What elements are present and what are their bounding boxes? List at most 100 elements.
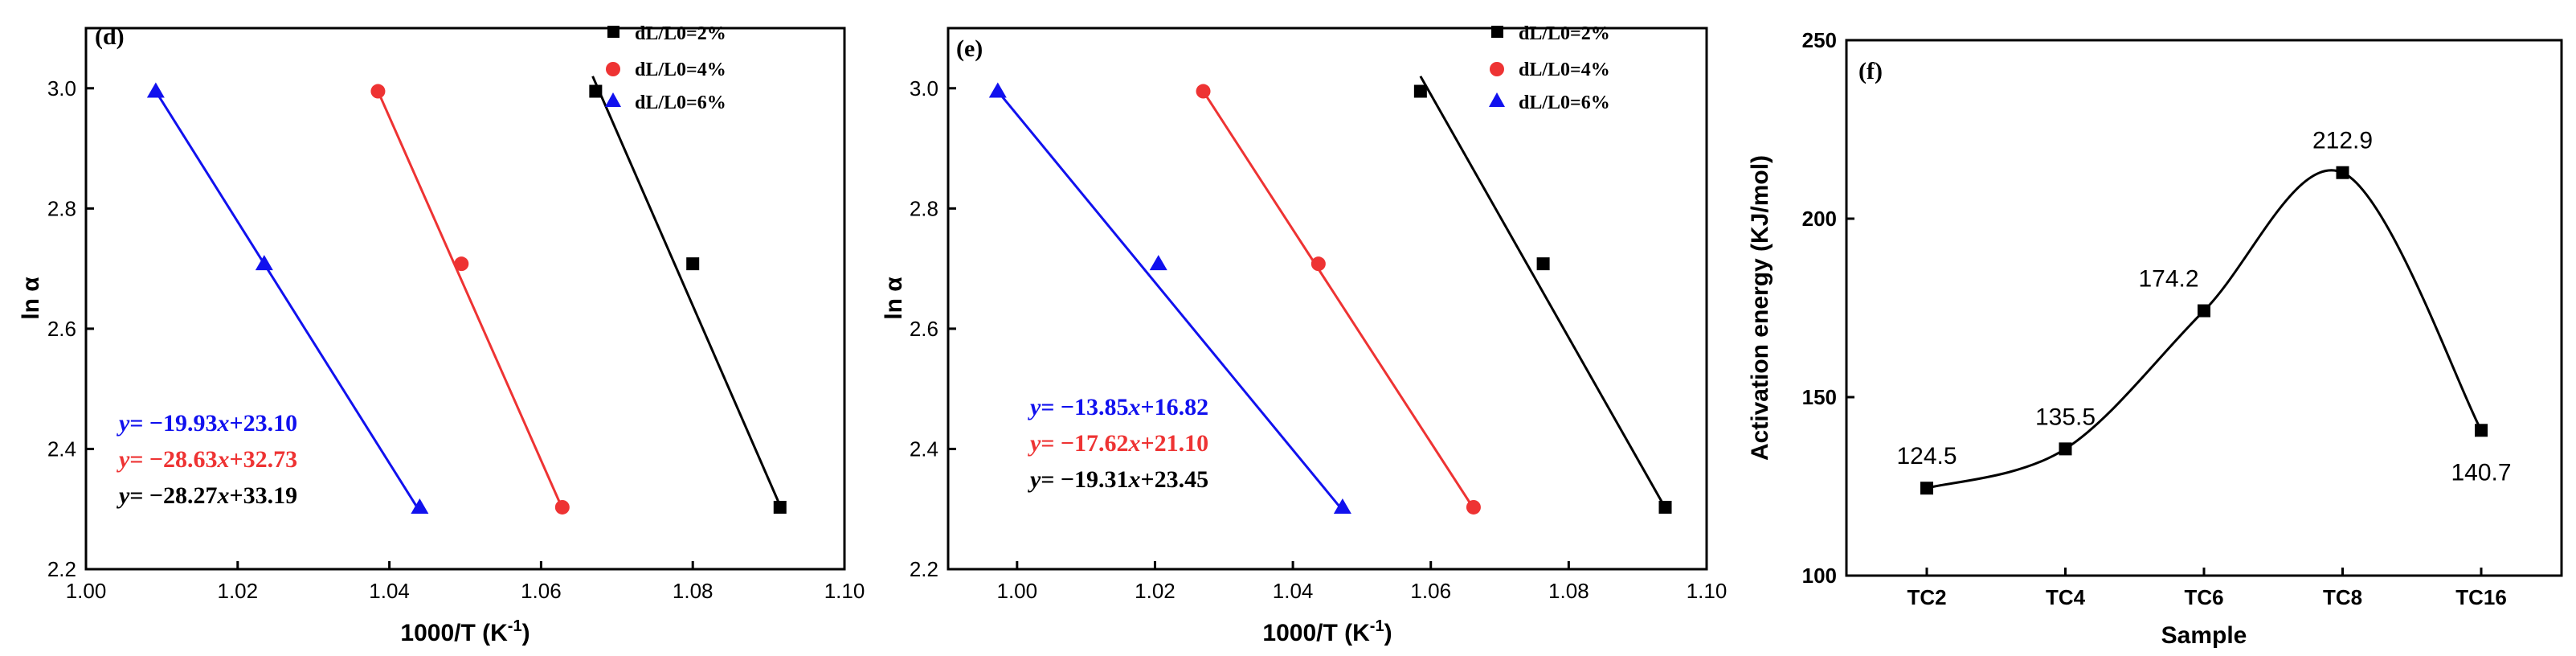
y-tick-label: 2.6 <box>47 317 76 341</box>
fit-line <box>377 90 564 510</box>
y-tick-label: 2.4 <box>910 437 938 461</box>
fit-equation: y= −13.85x+16.82 <box>1028 394 1208 420</box>
legend-marker-square <box>1491 26 1503 38</box>
data-point-circle <box>1310 256 1326 272</box>
data-point-square <box>2059 442 2072 456</box>
data-point-circle <box>1196 84 1211 99</box>
x-tick-label: 1.00 <box>66 579 107 603</box>
fit-equation: y= −17.62x+21.10 <box>1028 430 1208 457</box>
data-point-square <box>1658 500 1672 514</box>
eq-intercept: +33.19 <box>230 482 298 509</box>
panel-d-plot-area <box>146 76 787 515</box>
eq-y: y <box>117 410 130 437</box>
x-tick-label: 1.06 <box>521 579 562 603</box>
data-point-triangle <box>146 82 165 98</box>
panel-d-y-axis-title: ln α <box>18 277 44 320</box>
panel-d-x-axis-title: 1000/T (K-1) <box>400 617 530 646</box>
data-point-triangle <box>988 82 1007 98</box>
x-title-end: ) <box>1384 620 1392 646</box>
fit-equation: y= −28.63x+32.73 <box>117 446 297 473</box>
eq-slope: = −17.62 <box>1041 430 1128 457</box>
panel-d-chart: 1.00 1.02 1.04 1.06 1.08 1.102.22.42.62.83.0 … <box>18 23 865 646</box>
y-tick-label: 2.8 <box>47 196 76 220</box>
y-tick-label: 100 <box>1802 564 1837 588</box>
data-point-square <box>1413 84 1427 98</box>
data-point-square <box>1536 257 1550 271</box>
data-point-square <box>2475 424 2488 437</box>
data-point-circle <box>1466 499 1481 515</box>
panel-d-frame <box>84 27 846 571</box>
fit-line <box>591 76 782 506</box>
eq-x: x <box>1128 394 1141 420</box>
eq-intercept: +21.10 <box>1141 430 1209 457</box>
eq-y: y <box>1028 430 1041 457</box>
x-tick-label: TC16 <box>2455 585 2507 609</box>
data-label: 174.2 <box>2138 266 2198 293</box>
legend-marker-circle <box>1490 62 1504 76</box>
data-label: 212.9 <box>2312 128 2373 154</box>
y-tick-label: 3.0 <box>47 76 76 100</box>
data-point-triangle <box>1333 498 1351 514</box>
x-tick-label: TC2 <box>1907 585 1946 609</box>
legend-marker-circle <box>606 62 620 76</box>
y-tick-label: 2.2 <box>47 557 76 581</box>
data-point-square <box>2198 304 2210 318</box>
x-title-text: 1000/T (K <box>1262 620 1370 646</box>
eq-x: x <box>217 410 230 437</box>
y-tick-label: 150 <box>1802 385 1837 409</box>
eq-y: y <box>117 482 130 509</box>
panel-f-plot-area: 124.5 135.5 174.2 212.9 140.7 <box>1896 128 2512 495</box>
panel-d-label: (d) <box>95 23 125 50</box>
data-label: 124.5 <box>1896 443 1957 469</box>
eq-x: x <box>1128 430 1141 457</box>
activation-energy-curve <box>1926 169 2483 490</box>
data-point-triangle <box>255 255 273 271</box>
eq-y: y <box>1028 394 1041 420</box>
data-point-square <box>773 500 787 514</box>
panel-d-legend: dL/L0=2% dL/L0=4% dL/L0=6% <box>605 23 726 113</box>
eq-slope: = −28.63 <box>129 446 217 473</box>
legend-label: dL/L0=4% <box>1519 59 1610 80</box>
data-point-triangle <box>411 498 429 514</box>
fit-equation: y= −19.93x+23.10 <box>117 410 297 437</box>
y-tick-label: 250 <box>1802 28 1837 52</box>
eq-intercept: +16.82 <box>1141 394 1209 420</box>
x-tick-label: TC4 <box>2046 585 2086 609</box>
fit-equation: y= −28.27x+33.19 <box>117 482 297 509</box>
eq-slope: = −19.93 <box>129 410 217 437</box>
data-label: 135.5 <box>2035 404 2096 430</box>
y-tick-label: 200 <box>1802 207 1837 231</box>
data-point-circle <box>454 256 469 272</box>
panel-f-x-axis-title: Sample <box>2161 622 2247 649</box>
fit-equation: y= −19.31x+23.45 <box>1028 466 1208 493</box>
fit-line <box>996 90 1344 511</box>
panel-e-y-axis-title: ln α <box>881 277 907 320</box>
legend-label: dL/L0=2% <box>1519 23 1610 44</box>
eq-slope: = −13.85 <box>1041 394 1128 420</box>
data-point-triangle <box>1149 255 1167 271</box>
data-point-circle <box>554 499 570 515</box>
data-point-circle <box>370 84 386 99</box>
x-tick-label: TC8 <box>2323 585 2362 609</box>
eq-slope: = −28.27 <box>129 482 217 509</box>
fit-line <box>154 90 421 513</box>
data-point-square <box>2336 166 2349 179</box>
panel-e-frame <box>947 27 1708 571</box>
eq-y: y <box>1028 466 1041 493</box>
data-label: 140.7 <box>2451 459 2511 486</box>
x-title-text: 1000/T (K <box>400 620 508 646</box>
panel-e-ticks: 1.00 1.02 1.04 1.06 1.08 1.10 2.2 2.4 2.6 2.8 3.0 <box>910 76 1727 603</box>
x-tick-label: 1.10 <box>1687 579 1728 603</box>
eq-slope: = −19.31 <box>1041 466 1128 493</box>
x-title-superscript: -1 <box>1370 617 1384 635</box>
x-tick-label: 1.08 <box>673 579 714 603</box>
panel-e-legend: dL/L0=2% dL/L0=4% dL/L0=6% <box>1489 23 1610 113</box>
legend-label: dL/L0=6% <box>1519 92 1610 113</box>
eq-y: y <box>117 446 130 473</box>
eq-x: x <box>217 446 230 473</box>
data-point-square <box>686 257 700 271</box>
x-tick-label: 1.08 <box>1548 579 1589 603</box>
y-tick-label: 2.4 <box>47 437 76 461</box>
